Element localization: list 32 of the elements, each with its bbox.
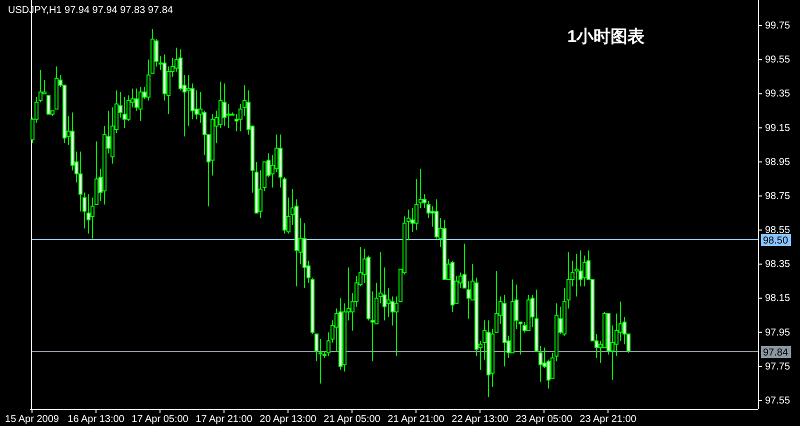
- y-tick-label: 99.55: [765, 54, 790, 66]
- x-tick-label: 21 Apr 05:00: [324, 414, 381, 425]
- candlestick: [574, 253, 578, 298]
- y-tick-label: 97.95: [765, 327, 790, 338]
- y-tick-label: 98.95: [765, 156, 790, 168]
- candlestick: [222, 83, 226, 127]
- y-tick-label: 98.15: [765, 293, 790, 304]
- x-tick-label: 22 Apr 13:00: [452, 414, 509, 425]
- x-tick-label: 20 Apr 13:00: [260, 414, 317, 425]
- x-tick-label: 21 Apr 21:00: [388, 414, 445, 425]
- y-tick-label: 98.55: [765, 225, 790, 236]
- x-tick-label: 16 Apr 13:00: [68, 414, 125, 425]
- y-tick-label: 97.55: [765, 395, 790, 406]
- y-tick-label: 99.35: [765, 88, 790, 100]
- candlestick: [134, 88, 138, 112]
- x-tick-label: 15 Apr 2009: [5, 414, 60, 425]
- candlestick: [138, 86, 142, 122]
- y-tick-label: 99.75: [765, 20, 790, 32]
- x-tick-label: 17 Apr 21:00: [196, 414, 253, 425]
- y-tick-label: 98.75: [765, 190, 790, 202]
- y-tick-label: 97.75: [765, 361, 790, 372]
- x-tick-label: 23 Apr 21:00: [580, 414, 637, 425]
- y-tick-label: 98.35: [765, 259, 790, 270]
- candlestick: [226, 103, 230, 128]
- candlestick: [186, 74, 190, 127]
- ref-line-label: 97.84: [763, 348, 788, 358]
- candlestick: [46, 94, 50, 115]
- ref-line-label: 98.50: [763, 236, 788, 246]
- title: 1小时图表: [567, 27, 645, 46]
- x-tick-label: 23 Apr 05:00: [516, 414, 573, 425]
- x-tick-label: 17 Apr 05:00: [132, 414, 189, 425]
- y-tick-label: 99.15: [765, 122, 790, 134]
